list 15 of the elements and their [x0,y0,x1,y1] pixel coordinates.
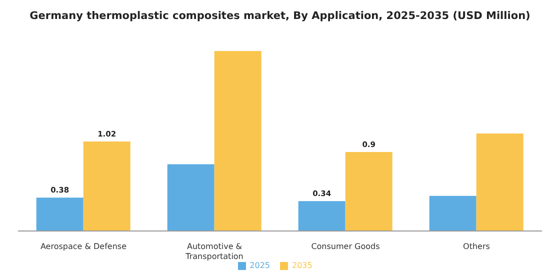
bar [476,134,524,231]
x-tick-label: Consumer Goods [311,242,380,251]
x-tick-label: Aerospace & Defense [40,242,127,251]
bar [167,164,214,231]
bar [298,201,346,231]
x-tick-label: Others [463,242,490,251]
legend-label: 2035 [292,261,312,270]
bar [36,198,84,231]
chart-title: Germany thermoplastic composites market, By Application, 2025-2035 (USD Million) [28,9,532,22]
bar [83,141,130,231]
x-tick-label: Automotive & Transportation [184,242,244,261]
legend-label: 2025 [250,261,270,270]
bar [345,152,392,231]
bar [214,51,262,231]
bar [429,196,476,231]
